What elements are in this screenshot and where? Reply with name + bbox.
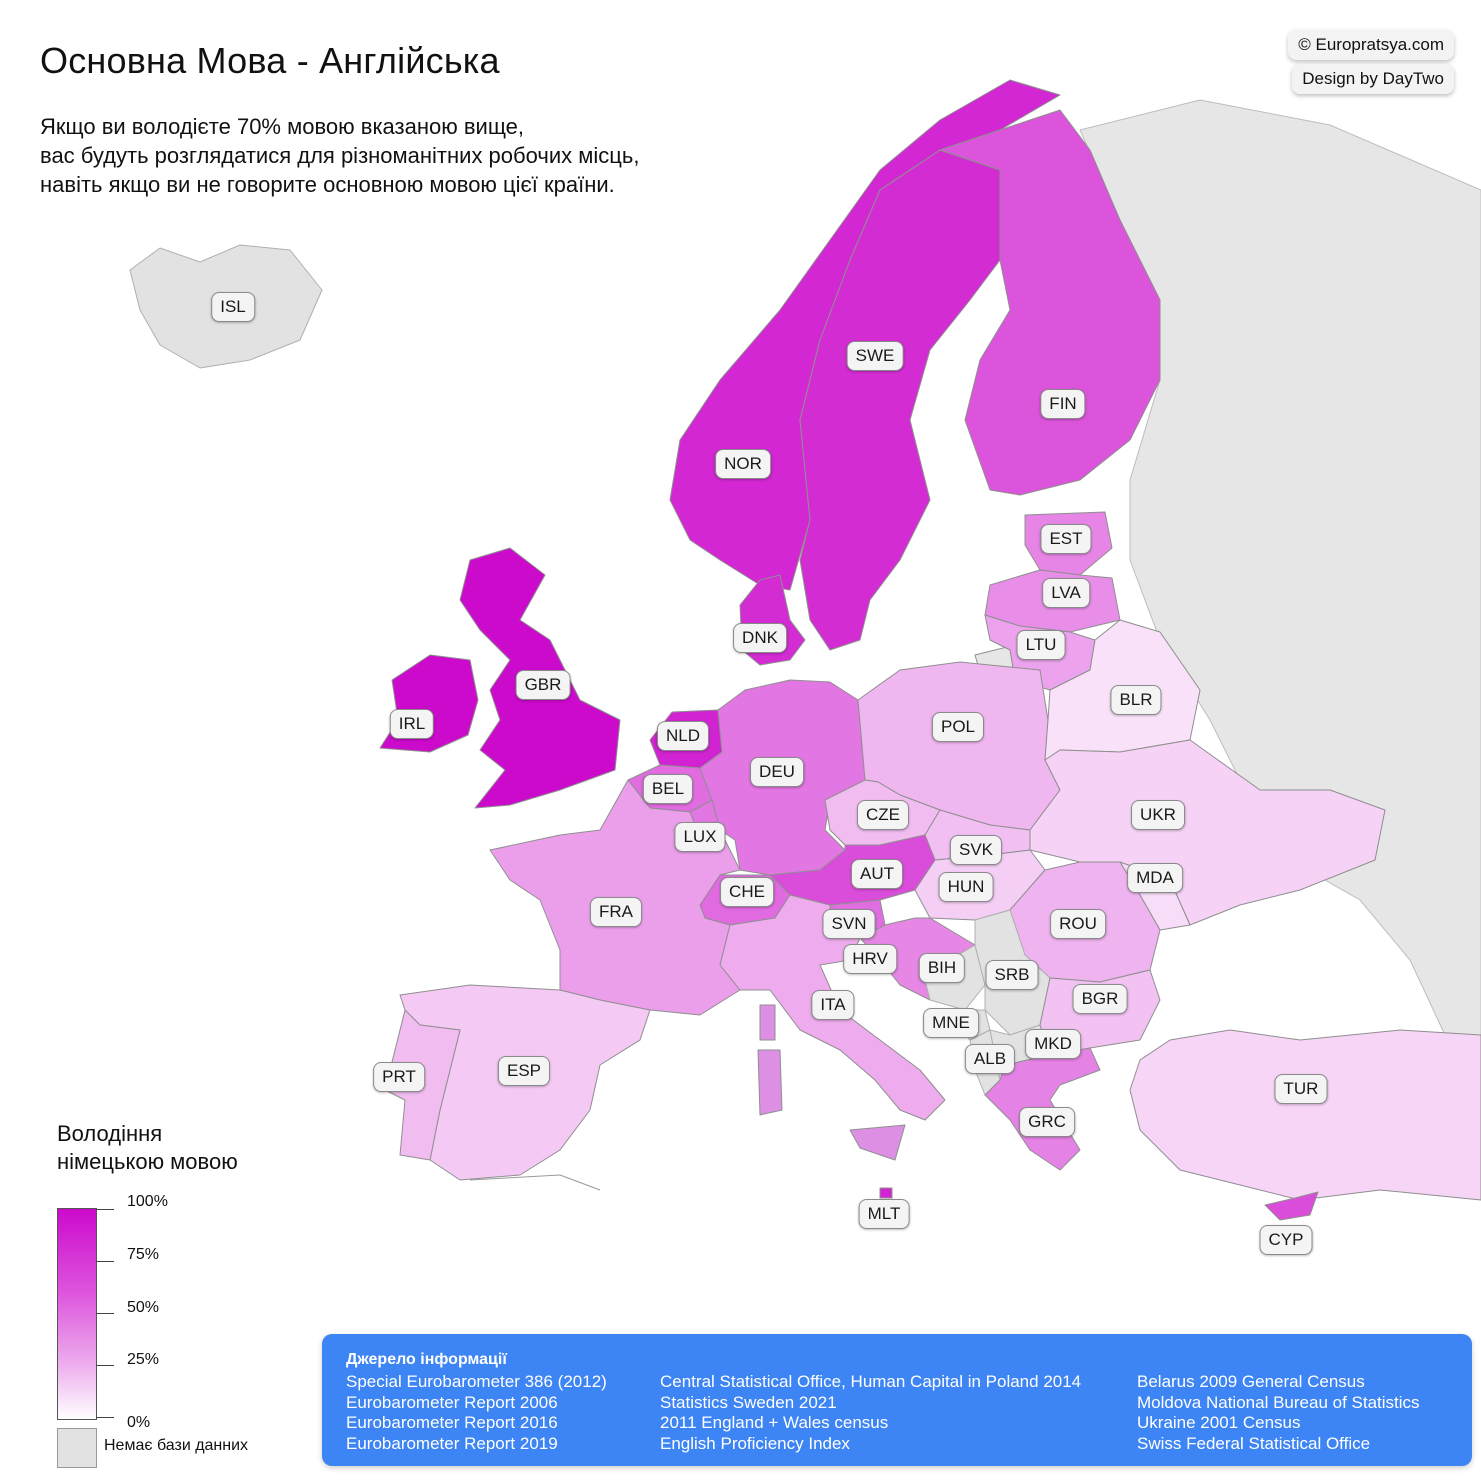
label-SRB: SRB — [985, 960, 1039, 990]
source-item: Central Statistical Office, Human Capita… — [660, 1372, 1082, 1391]
legend-tick-25 — [96, 1365, 114, 1366]
source-item: Swiss Federal Statistical Office — [1137, 1434, 1371, 1454]
source-item: Eurobarometer Report 2006 — [346, 1392, 558, 1412]
label-BGR: BGR — [1072, 984, 1128, 1014]
legend-tick-75 — [96, 1261, 114, 1262]
source-item: Moldova National Bureau of Statistics — [1137, 1392, 1420, 1412]
legend-tick-100 — [96, 1209, 114, 1210]
country-CYP[interactable] — [1264, 1191, 1319, 1221]
source-item: Special Eurobarometer 386 (2012) — [346, 1372, 607, 1391]
label-ISL: ISL — [211, 292, 255, 322]
subtitle-line-1: Якщо ви володієте 70% мовою вказаною вищ… — [40, 114, 525, 139]
label-CZE: CZE — [857, 800, 909, 830]
subtitle-line-3: навіть якщо ви не говорите основною мово… — [40, 172, 615, 197]
label-AUT: AUT — [851, 859, 903, 889]
label-NLD: NLD — [656, 721, 710, 751]
label-DEU: DEU — [750, 757, 804, 787]
label-IRL: IRL — [389, 709, 435, 739]
source-item: Eurobarometer Report 2019 — [346, 1434, 558, 1454]
legend-color-scale — [57, 1208, 97, 1420]
source-item: Ukraine 2001 Census — [1137, 1413, 1301, 1433]
legend-label-100: 100% — [127, 1193, 168, 1210]
legend-label-75: 75% — [127, 1246, 160, 1263]
source-item: Eurobarometer Report 2016 — [346, 1413, 558, 1433]
label-PRT: PRT — [373, 1062, 425, 1092]
label-DNK: DNK — [733, 623, 787, 653]
label-MNE: MNE — [923, 1008, 979, 1038]
label-CYP: CYP — [1259, 1225, 1313, 1255]
sources-column-2: Central Statistical Office, Human Capita… — [660, 1372, 1081, 1455]
island-sardinia — [757, 1049, 783, 1116]
subtitle: Якщо ви володієте 70% мовою вказаною вищ… — [40, 112, 639, 199]
label-NOR: NOR — [715, 449, 771, 479]
label-HRV: HRV — [843, 944, 897, 974]
north-africa-coast — [469, 1174, 601, 1191]
legend-title-line-1: Володіння — [57, 1121, 163, 1146]
label-SVN: SVN — [822, 909, 876, 939]
label-POL: POL — [931, 712, 985, 742]
label-FRA: FRA — [590, 897, 642, 927]
country-TUR[interactable] — [1129, 1029, 1481, 1201]
label-BIH: BIH — [918, 953, 966, 983]
label-CHE: CHE — [720, 877, 774, 907]
source-item: 2011 England + Wales census — [660, 1413, 889, 1433]
country-FIN[interactable] — [939, 109, 1161, 496]
legend-tick-50 — [96, 1313, 114, 1314]
source-item: English Proficiency Index — [660, 1434, 850, 1454]
sources-heading: Джерело інформації — [346, 1351, 507, 1368]
legend-no-data-swatch — [57, 1428, 97, 1468]
page-title: Основна Мова - Англійська — [40, 40, 500, 81]
label-LTU: LTU — [1016, 630, 1066, 660]
label-GRC: GRC — [1019, 1107, 1075, 1137]
legend-label-0: 0% — [127, 1414, 151, 1431]
label-EST: EST — [1040, 524, 1092, 554]
label-ITA: ITA — [811, 990, 855, 1020]
label-ALB: ALB — [964, 1044, 1016, 1074]
label-MDA: MDA — [1127, 863, 1183, 893]
label-BEL: BEL — [642, 774, 694, 804]
label-LUX: LUX — [674, 822, 726, 852]
label-MKD: MKD — [1025, 1029, 1081, 1059]
source-item: Statistics Sweden 2021 — [660, 1392, 837, 1412]
design-credit[interactable]: Design by DayTwo — [1292, 64, 1454, 94]
source-item: Belarus 2009 General Census — [1137, 1372, 1365, 1391]
island-corsica — [759, 1004, 776, 1041]
country-SWE[interactable] — [799, 149, 1001, 651]
site-credit[interactable]: © Europratsya.com — [1288, 30, 1454, 60]
sources-column-3: Belarus 2009 General Census Moldova Nati… — [1137, 1372, 1420, 1455]
label-TUR: TUR — [1274, 1074, 1328, 1104]
legend-title: Володіння німецькою мовою — [57, 1120, 238, 1176]
island-sicily — [849, 1124, 906, 1161]
country-MLT[interactable] — [879, 1187, 893, 1199]
subtitle-line-2: вас будуть розглядатися для різноманітни… — [40, 143, 640, 168]
label-UKR: UKR — [1131, 800, 1185, 830]
label-GBR: GBR — [515, 670, 571, 700]
legend-label-50: 50% — [127, 1299, 160, 1316]
legend-no-data-label: Немає бази данних — [104, 1437, 249, 1454]
sources-panel: Джерело інформації Special Eurobarometer… — [322, 1334, 1472, 1466]
label-ROU: ROU — [1050, 909, 1106, 939]
label-HUN: HUN — [938, 872, 994, 902]
label-BLR: BLR — [1110, 685, 1162, 715]
legend-tick-0 — [96, 1417, 114, 1418]
label-MLT: MLT — [858, 1199, 910, 1229]
label-SWE: SWE — [846, 341, 904, 371]
legend-label-25: 25% — [127, 1351, 160, 1368]
sources-column-1: Special Eurobarometer 386 (2012) Eurobar… — [346, 1372, 607, 1455]
label-FIN: FIN — [1040, 389, 1086, 419]
label-LVA: LVA — [1042, 578, 1090, 608]
legend-title-line-2: німецькою мовою — [57, 1149, 238, 1174]
label-SVK: SVK — [949, 835, 1003, 865]
label-ESP: ESP — [497, 1056, 551, 1086]
